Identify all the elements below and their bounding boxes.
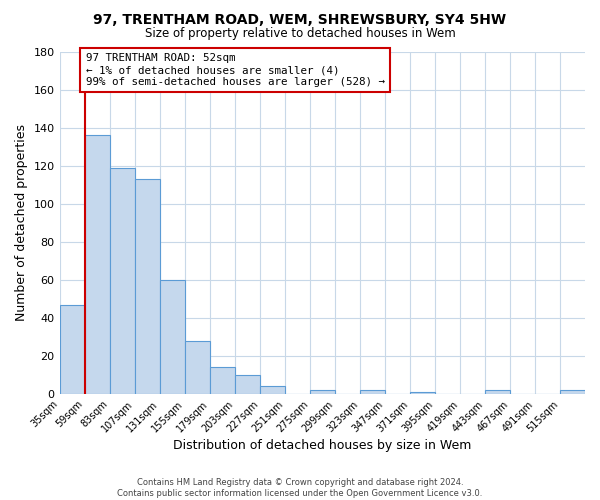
Bar bbox=[160, 280, 185, 394]
Bar bbox=[485, 390, 510, 394]
Bar bbox=[209, 368, 235, 394]
Bar bbox=[185, 341, 209, 394]
Bar bbox=[110, 168, 134, 394]
Text: Contains HM Land Registry data © Crown copyright and database right 2024.
Contai: Contains HM Land Registry data © Crown c… bbox=[118, 478, 482, 498]
Bar bbox=[235, 375, 260, 394]
Bar bbox=[410, 392, 435, 394]
Text: 97, TRENTHAM ROAD, WEM, SHREWSBURY, SY4 5HW: 97, TRENTHAM ROAD, WEM, SHREWSBURY, SY4 … bbox=[94, 12, 506, 26]
Bar bbox=[260, 386, 285, 394]
Bar bbox=[560, 390, 585, 394]
Y-axis label: Number of detached properties: Number of detached properties bbox=[15, 124, 28, 322]
Bar bbox=[310, 390, 335, 394]
X-axis label: Distribution of detached houses by size in Wem: Distribution of detached houses by size … bbox=[173, 440, 472, 452]
Bar bbox=[360, 390, 385, 394]
Bar bbox=[134, 179, 160, 394]
Bar bbox=[59, 304, 85, 394]
Bar bbox=[85, 135, 110, 394]
Text: Size of property relative to detached houses in Wem: Size of property relative to detached ho… bbox=[145, 28, 455, 40]
Text: 97 TRENTHAM ROAD: 52sqm
← 1% of detached houses are smaller (4)
99% of semi-deta: 97 TRENTHAM ROAD: 52sqm ← 1% of detached… bbox=[86, 54, 385, 86]
